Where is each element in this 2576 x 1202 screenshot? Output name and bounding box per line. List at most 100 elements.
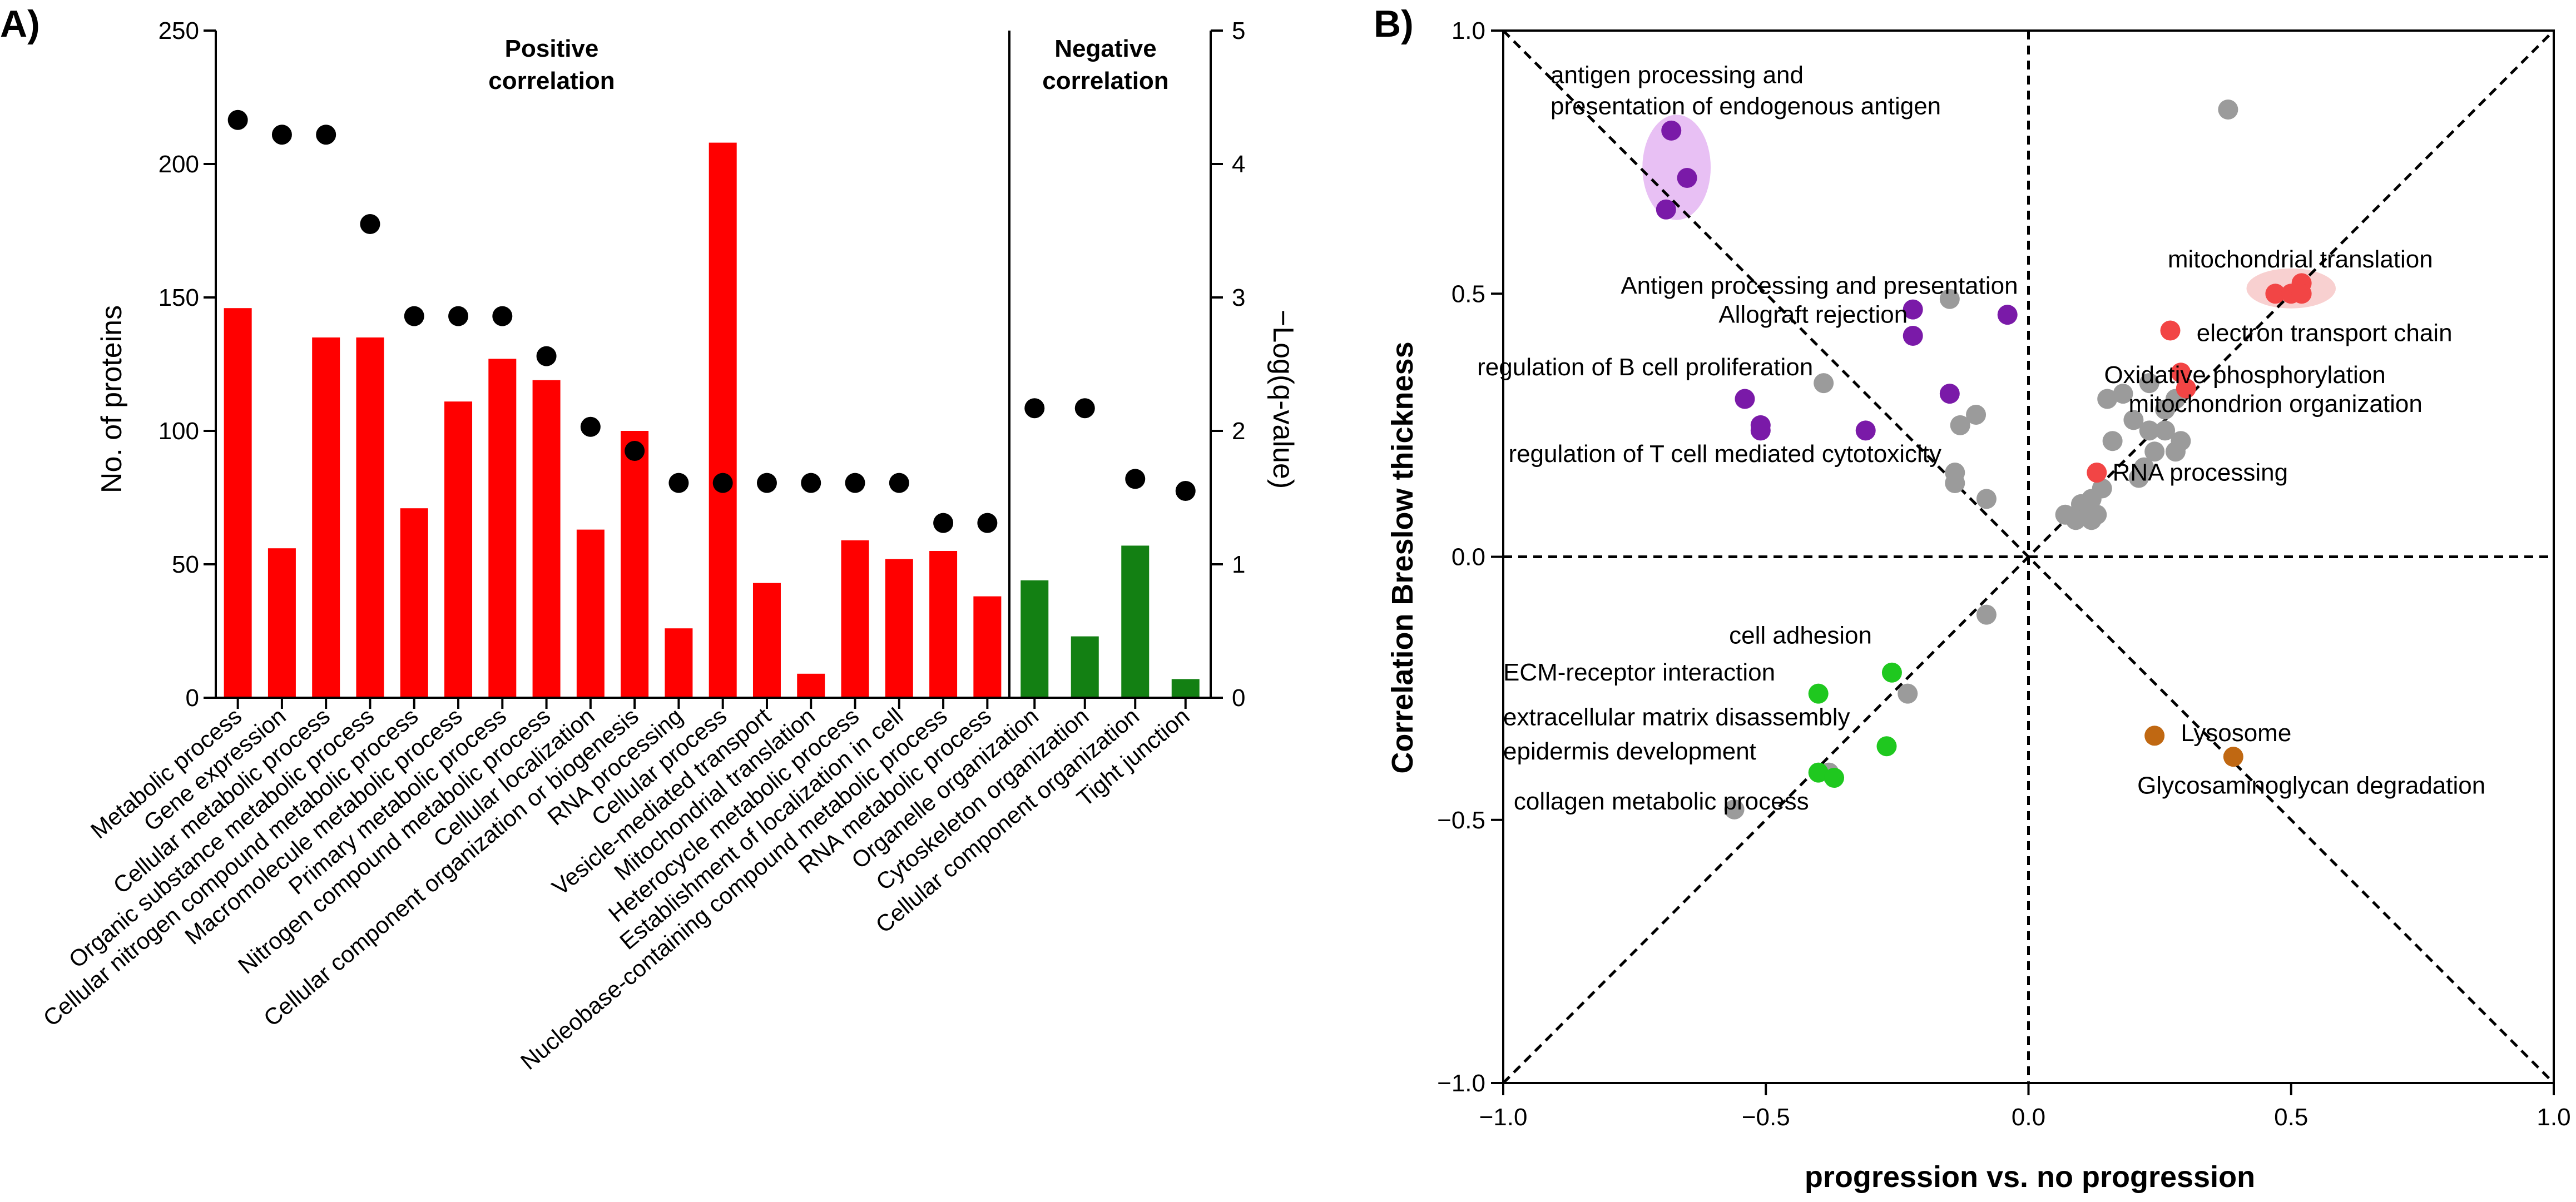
qvalue-dot-3: [360, 214, 380, 234]
bar-9: [621, 431, 649, 698]
bar-20: [1121, 545, 1150, 698]
point-gray-12: [2144, 441, 2165, 462]
y-tick-label-1: 50: [172, 551, 199, 578]
bar-6: [488, 359, 517, 698]
point-gray-28: [2065, 510, 2086, 530]
bar-8: [576, 529, 605, 698]
point-gray-0: [2218, 99, 2238, 120]
y2-tick-label-1: 1: [1232, 551, 1245, 578]
bar-2: [312, 337, 340, 698]
qvalue-dot-16: [933, 513, 954, 533]
scatter-axes-group: −1.0 −0.5 0.0 0.5 1.0 −1.0 −0.5 0.0 0.5 1.0: [1437, 17, 2570, 1131]
annotation-t-cell-cytotoxicity: regulation of T cell mediated cytotoxici…: [1508, 440, 1941, 468]
point-gray-3: [1950, 415, 1970, 435]
point-red-6: [2176, 378, 2196, 399]
qvalue-dot-20: [1125, 469, 1146, 489]
point-red-5: [2171, 362, 2191, 383]
bar-7: [532, 380, 561, 698]
annotation-antigen-presentation: Antigen processing and presentation: [1621, 272, 2018, 299]
point-purple-10: [1855, 420, 1876, 441]
point-red-3: [2291, 284, 2312, 304]
bar-3: [356, 337, 384, 698]
point-green-1: [1881, 662, 1902, 683]
point-gray-29: [2081, 510, 2102, 530]
x-tick-label-b-0: −1.0: [1479, 1104, 1528, 1131]
qvalue-dot-0: [227, 110, 248, 130]
bar-17: [973, 596, 1002, 698]
annotation-mitochondrion-organization: mitochondrion organization: [2129, 390, 2423, 418]
y2-tick-label-4: 4: [1232, 151, 1245, 178]
y-axis-title-b: Correlation Breslow thickness: [1386, 341, 1419, 773]
y-tick-label-b-2: 0.0: [1452, 544, 1485, 571]
point-gray-11: [2123, 410, 2144, 430]
qvalue-dot-15: [889, 473, 909, 493]
point-gray-31: [1898, 683, 1918, 704]
y-tick-label-3: 150: [158, 284, 199, 311]
qvalue-dot-1: [271, 125, 292, 145]
point-brown-0: [2144, 726, 2165, 746]
qvalue-dots-group: [227, 110, 1196, 533]
qvalue-dot-19: [1074, 398, 1095, 419]
annotation-ecm-receptor: ECM-receptor interaction: [1503, 659, 1775, 686]
reference-line-diagonal-down: [1502, 29, 2555, 1084]
panel-label-a: A): [0, 3, 40, 45]
bar-19: [1071, 636, 1099, 698]
point-green-2: [1876, 736, 1897, 757]
qvalue-dot-21: [1175, 481, 1196, 501]
qvalue-dot-14: [845, 473, 865, 493]
annotation-lysosome: Lysosome: [2181, 719, 2291, 747]
point-gray-8: [2113, 384, 2133, 404]
point-gray-17: [2139, 420, 2159, 441]
y-tick-label-5: 250: [158, 17, 199, 44]
annotation-collagen-metabolic: collagen metabolic process: [1514, 788, 1809, 815]
point-purple-9: [1750, 420, 1771, 441]
annotations-group: antigen processing and presentation of en…: [1477, 62, 2485, 815]
qvalue-dot-12: [756, 473, 777, 493]
reference-lines-group: [1502, 29, 2555, 1084]
annotation-allograft-rejection: Allograft rejection: [1718, 301, 1908, 328]
qvalue-dot-8: [580, 416, 601, 437]
point-gray-2: [1814, 373, 1834, 394]
point-gray-16: [2165, 441, 2186, 462]
bar-0: [224, 308, 252, 698]
panel-b-scatter: B) progression vs. no progression Correl…: [1374, 3, 2571, 1194]
point-red-7: [2087, 463, 2107, 483]
point-gray-6: [1945, 473, 1965, 493]
qvalue-dot-10: [668, 473, 689, 493]
y-tick-label-b-4: 1.0: [1452, 17, 1485, 44]
region-label-negative-line1: Negative: [1054, 35, 1156, 62]
y2-axis-title: −Log(q-value): [1267, 310, 1299, 489]
annotation-antigen-endogenous-line1: antigen processing and: [1550, 62, 1804, 89]
bar-5: [444, 401, 473, 698]
point-gray-9: [2097, 389, 2118, 409]
qvalue-dot-9: [625, 441, 645, 461]
point-gray-10: [2139, 373, 2159, 394]
bars-group: [224, 142, 1200, 698]
bar-13: [797, 673, 825, 698]
y-tick-label-b-3: 0.5: [1452, 280, 1485, 307]
scatter-points-group: [1656, 99, 2312, 819]
point-gray-30: [1976, 604, 1997, 625]
bar-12: [752, 583, 781, 698]
y-tick-label-0: 0: [186, 684, 199, 712]
bar-1: [267, 548, 296, 698]
y2-tick-label-5: 5: [1232, 17, 1245, 44]
point-purple-4: [1997, 305, 2018, 325]
y-tick-label-b-0: −1.0: [1437, 1070, 1485, 1097]
point-purple-5: [1903, 325, 1923, 346]
annotation-rna-processing: RNA processing: [2113, 459, 2288, 486]
point-gray-21: [2128, 468, 2149, 488]
bar-10: [665, 628, 693, 698]
qvalue-dot-5: [448, 306, 469, 326]
annotation-glycosaminoglycan-degradation: Glycosaminoglycan degradation: [2137, 772, 2485, 799]
y-tick-label-2: 100: [158, 418, 199, 445]
point-green-0: [1808, 683, 1829, 704]
point-purple-0: [1661, 120, 1682, 141]
annotation-epidermis-development: epidermis development: [1503, 738, 1756, 765]
point-purple-6: [1939, 384, 1960, 404]
point-gray-4: [1966, 404, 1987, 425]
region-label-negative-line2: correlation: [1042, 67, 1168, 95]
qvalue-dot-17: [977, 513, 998, 533]
